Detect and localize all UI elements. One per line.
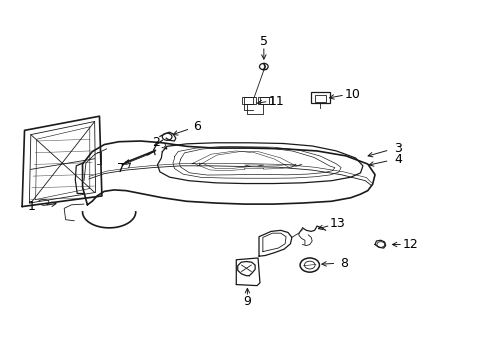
Text: 8: 8: [339, 257, 347, 270]
Text: 11: 11: [268, 95, 284, 108]
Text: 7: 7: [117, 162, 125, 175]
Text: 12: 12: [402, 238, 418, 251]
Text: 10: 10: [344, 88, 360, 101]
Text: 5: 5: [259, 35, 267, 48]
Text: 4: 4: [393, 153, 401, 166]
Text: 13: 13: [329, 217, 345, 230]
Text: 9: 9: [243, 296, 251, 309]
Text: 2: 2: [152, 136, 160, 149]
Text: 6: 6: [193, 120, 201, 133]
Text: 1: 1: [28, 200, 36, 213]
Text: 3: 3: [393, 141, 401, 154]
